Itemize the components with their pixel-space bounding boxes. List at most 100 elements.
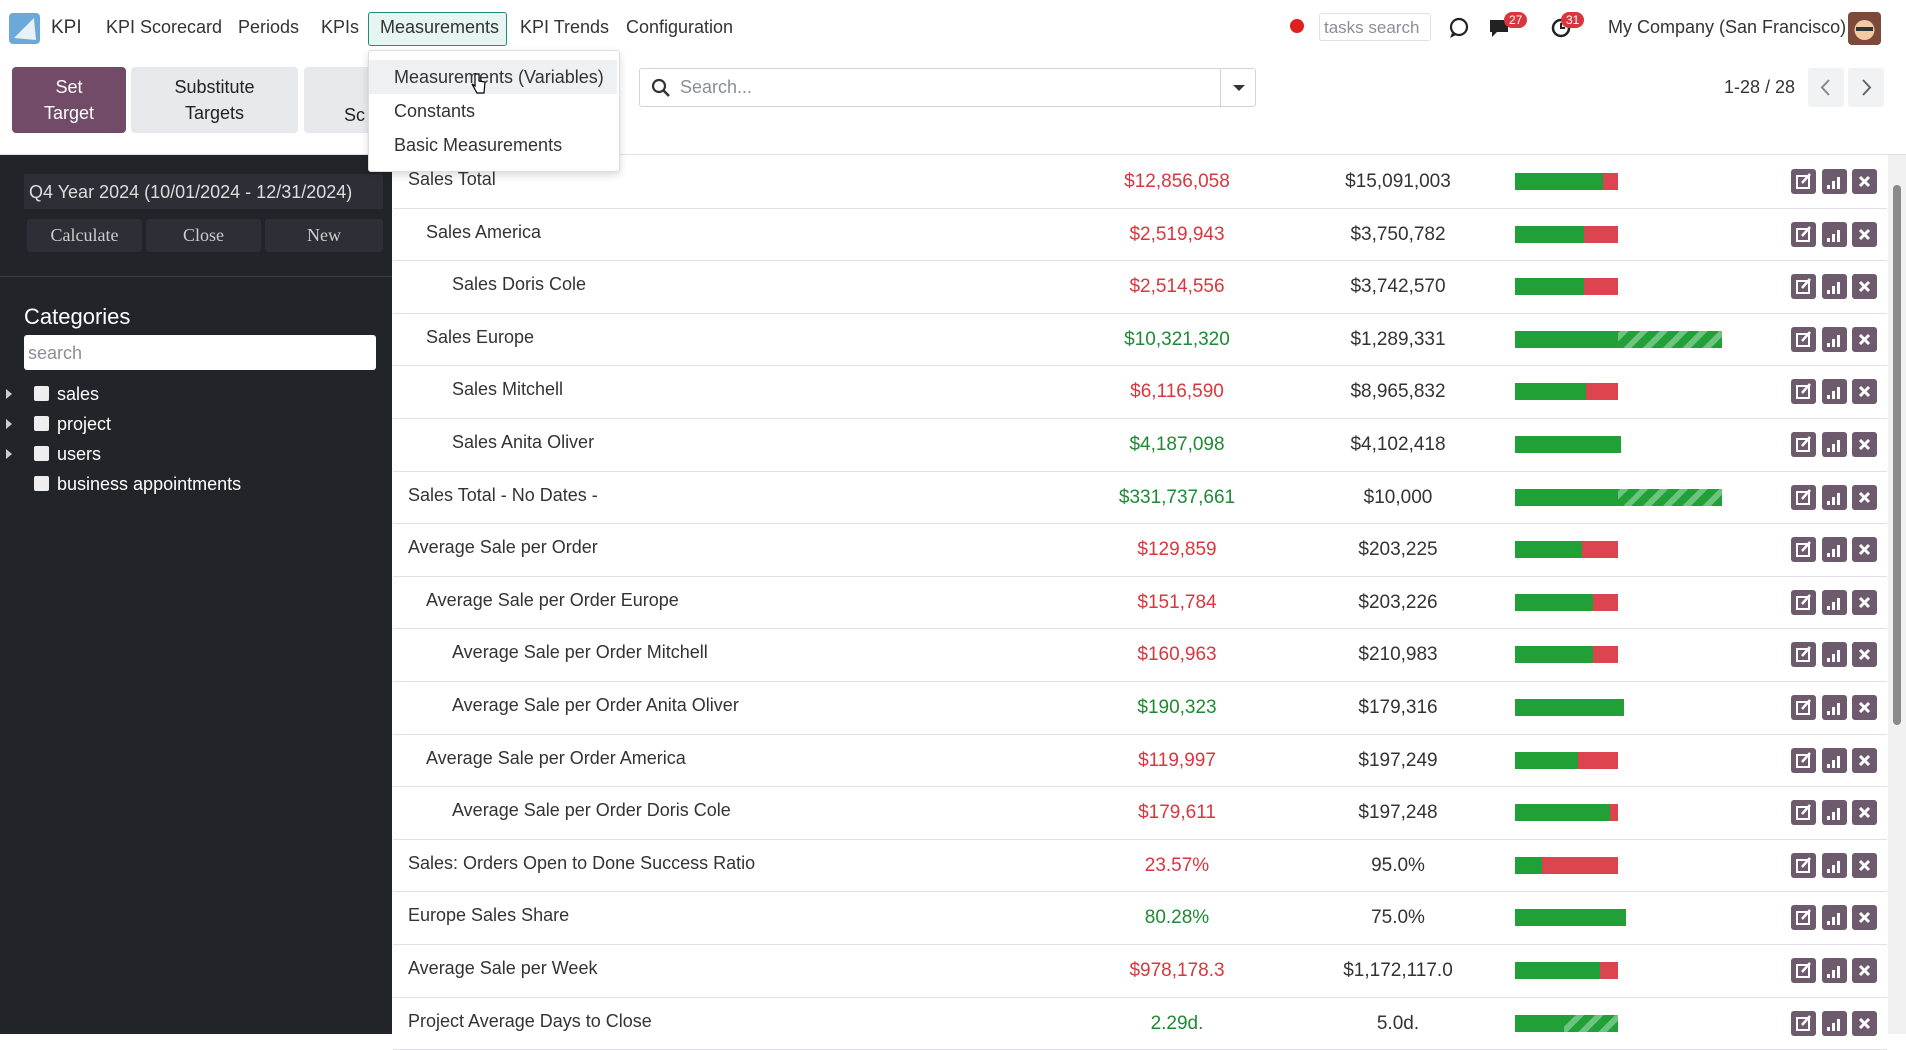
- new-button[interactable]: New: [265, 219, 383, 252]
- menu-item[interactable]: KPI Scorecard: [106, 17, 223, 37]
- chart-button[interactable]: [1822, 484, 1847, 510]
- substitute-button[interactable]: Substitute Targets: [131, 67, 298, 133]
- set-target-button[interactable]: Set Target: [12, 67, 126, 133]
- table-row[interactable]: [393, 366, 1887, 419]
- chart-button[interactable]: [1822, 169, 1847, 194]
- pager-prev[interactable]: [1808, 68, 1844, 107]
- period-select[interactable]: Q4 Year 2024 (10/01/2024 - 12/31/2024): [24, 174, 383, 209]
- delete-button[interactable]: [1852, 484, 1877, 510]
- calculate-button[interactable]: Calculate: [27, 219, 142, 252]
- chart-button[interactable]: [1822, 905, 1847, 931]
- delete-button[interactable]: [1852, 695, 1877, 720]
- table-row[interactable]: [393, 472, 1887, 525]
- edit-button[interactable]: [1791, 695, 1816, 720]
- edit-button[interactable]: [1791, 221, 1816, 247]
- search-toggle[interactable]: [1220, 68, 1257, 107]
- chart-button[interactable]: [1822, 1010, 1847, 1036]
- table-row[interactable]: [393, 209, 1887, 262]
- chat-icon[interactable]: [1488, 16, 1512, 40]
- category[interactable]: business appointments: [57, 474, 242, 494]
- edit-button[interactable]: [1791, 852, 1816, 878]
- delete-button[interactable]: [1852, 852, 1877, 878]
- delete-button[interactable]: [1852, 747, 1877, 773]
- delete-button[interactable]: [1852, 589, 1877, 615]
- category[interactable]: users: [57, 444, 102, 464]
- menu-item[interactable]: KPIs: [321, 17, 360, 37]
- checkbox[interactable]: [34, 416, 49, 431]
- avatar[interactable]: [1848, 12, 1881, 45]
- expand-arrow[interactable]: [6, 449, 12, 459]
- delete-button[interactable]: [1852, 326, 1877, 352]
- table-row[interactable]: [393, 892, 1887, 945]
- close-button[interactable]: Close: [146, 219, 261, 252]
- chart-button[interactable]: [1822, 326, 1847, 352]
- delete-button[interactable]: [1852, 800, 1877, 826]
- edit-button[interactable]: [1791, 800, 1816, 826]
- dropdown-item[interactable]: Constants: [394, 101, 476, 121]
- edit-button[interactable]: [1791, 379, 1816, 405]
- edit-button[interactable]: [1791, 589, 1816, 615]
- delete-button[interactable]: [1852, 642, 1877, 668]
- chart-button[interactable]: [1822, 958, 1847, 983]
- chart-button[interactable]: [1822, 589, 1847, 615]
- dropdown-item[interactable]: Basic Measurements: [394, 135, 563, 155]
- chart-button[interactable]: [1822, 537, 1847, 563]
- delete-button[interactable]: [1852, 958, 1877, 983]
- chart-button[interactable]: [1822, 432, 1847, 457]
- table-row[interactable]: [393, 735, 1887, 788]
- chart-button[interactable]: [1822, 747, 1847, 773]
- table-row[interactable]: [393, 156, 1887, 209]
- chart-button[interactable]: [1822, 274, 1847, 300]
- category[interactable]: project: [57, 414, 112, 434]
- edit-button[interactable]: [1791, 484, 1816, 510]
- table-row[interactable]: [393, 524, 1887, 577]
- delete-button[interactable]: [1852, 905, 1877, 931]
- edit-button[interactable]: [1791, 274, 1816, 300]
- edit-button[interactable]: [1791, 432, 1816, 457]
- menu-item[interactable]: Measurements: [380, 17, 500, 37]
- edit-button[interactable]: [1791, 642, 1816, 668]
- menu-item[interactable]: Periods: [238, 17, 300, 37]
- delete-button[interactable]: [1852, 432, 1877, 457]
- pager-next[interactable]: [1848, 68, 1884, 107]
- delete-button[interactable]: [1852, 274, 1877, 300]
- edit-button[interactable]: [1791, 958, 1816, 983]
- delete-button[interactable]: [1852, 221, 1877, 247]
- table-row[interactable]: [393, 682, 1887, 735]
- table-row[interactable]: [393, 577, 1887, 630]
- menu-item[interactable]: KPI Trends: [520, 17, 610, 37]
- table-row[interactable]: [393, 629, 1887, 682]
- checkbox[interactable]: [34, 446, 49, 461]
- table-row[interactable]: [393, 419, 1887, 472]
- table-row[interactable]: [393, 840, 1887, 893]
- dropdown-item[interactable]: Measurements (Variables): [394, 67, 604, 87]
- expand-arrow[interactable]: [6, 419, 12, 429]
- edit-button[interactable]: [1791, 905, 1816, 931]
- edit-button[interactable]: [1791, 326, 1816, 352]
- category-search[interactable]: search: [24, 335, 376, 370]
- checkbox[interactable]: [34, 386, 49, 401]
- chart-button[interactable]: [1822, 800, 1847, 826]
- chart-button[interactable]: [1822, 379, 1847, 405]
- edit-button[interactable]: [1791, 1010, 1816, 1036]
- menu-item[interactable]: Configuration: [626, 17, 734, 37]
- edit-button[interactable]: [1791, 169, 1816, 194]
- table-row[interactable]: [393, 314, 1887, 367]
- company[interactable]: My Company (San Francisco): [1608, 17, 1847, 37]
- table-row[interactable]: [393, 787, 1887, 840]
- delete-button[interactable]: [1852, 169, 1877, 194]
- category[interactable]: sales: [57, 384, 100, 404]
- brand[interactable]: KPI: [51, 17, 82, 38]
- expand-arrow[interactable]: [6, 389, 12, 399]
- tasks-search[interactable]: tasks search: [1319, 13, 1431, 41]
- table-row[interactable]: [393, 261, 1887, 314]
- edit-button[interactable]: [1791, 747, 1816, 773]
- table-row[interactable]: [393, 945, 1887, 998]
- discuss-icon[interactable]: [1447, 16, 1471, 40]
- edit-button[interactable]: [1791, 537, 1816, 563]
- search-box[interactable]: [639, 68, 1256, 107]
- delete-button[interactable]: [1852, 1010, 1877, 1036]
- chart-button[interactable]: [1822, 695, 1847, 720]
- chart-button[interactable]: [1822, 221, 1847, 247]
- checkbox[interactable]: [34, 476, 49, 491]
